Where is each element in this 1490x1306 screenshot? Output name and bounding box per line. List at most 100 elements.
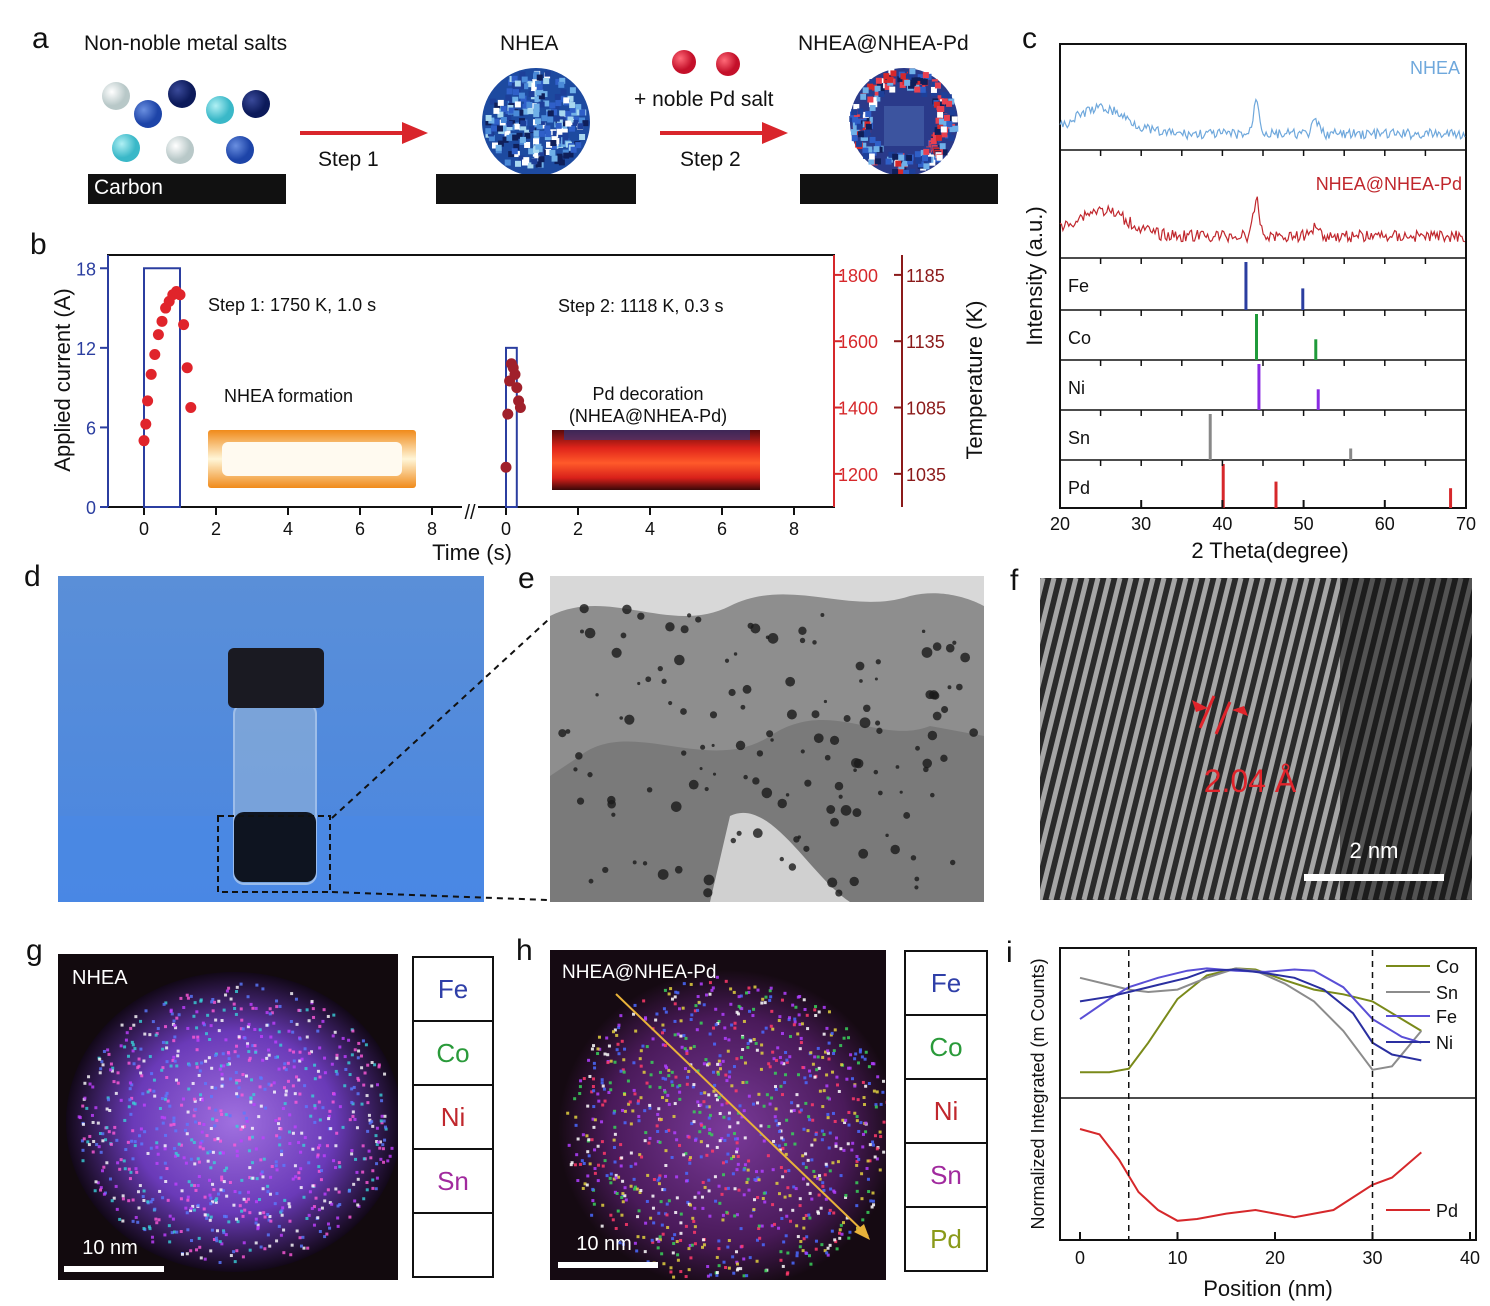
i-x-tick-label: 30 bbox=[1362, 1248, 1382, 1268]
b-ylabel-left: Applied current (A) bbox=[50, 288, 75, 471]
b-x-tick-label: 6 bbox=[717, 519, 727, 539]
b-x-tick-label: 4 bbox=[283, 519, 293, 539]
g-legend-ni: Ni bbox=[414, 1086, 492, 1150]
i-legend-label-sn: Sn bbox=[1436, 983, 1458, 1003]
panel-letter-i: i bbox=[1006, 936, 1013, 969]
pd-salt-label: + noble Pd salt bbox=[634, 88, 774, 111]
b-ylabel-right: Temperature (K) bbox=[962, 301, 987, 460]
pd-atoms bbox=[672, 50, 740, 76]
carbon-support: Carbon bbox=[88, 174, 286, 204]
h-legend-ni: Ni bbox=[906, 1080, 986, 1144]
panel-i-chart: 0 10 20 30 40 Co Sn Fe Ni Pd Position (nm) Norma… bbox=[1028, 947, 1480, 1301]
g-legend-empty bbox=[414, 1214, 492, 1276]
g-title: NHEA bbox=[72, 967, 128, 989]
c-x-tick-label: 30 bbox=[1131, 514, 1151, 534]
i-legend-label-ni: Ni bbox=[1436, 1033, 1453, 1053]
axis-break: // bbox=[464, 502, 476, 524]
panel-letter-e: e bbox=[518, 562, 535, 595]
g-legend-sn: Sn bbox=[414, 1150, 492, 1214]
c-ref-label-co: Co bbox=[1068, 328, 1091, 348]
temp-point-step1 bbox=[142, 395, 154, 407]
vial-photo bbox=[58, 576, 484, 902]
b-right-tick-label: 1800 bbox=[838, 266, 878, 286]
panel-letter-g: g bbox=[26, 934, 43, 967]
b-right-tick-label: 1600 bbox=[838, 332, 878, 352]
temp-point-step1 bbox=[152, 329, 164, 341]
b-xlabel: Time (s) bbox=[432, 540, 512, 565]
i-legend-label-co: Co bbox=[1436, 957, 1459, 977]
temp-point-step1 bbox=[185, 402, 197, 414]
temp-point-step1 bbox=[156, 315, 168, 327]
b-x-tick-label: 0 bbox=[139, 519, 149, 539]
h-element-legend: Fe Co Ni Sn Pd bbox=[904, 950, 988, 1272]
eds-map-nhea-pd: 10 nm NHEA@NHEA-Pd bbox=[550, 950, 886, 1280]
b-x-tick-label: 8 bbox=[789, 519, 799, 539]
h-legend-co: Co bbox=[906, 1016, 986, 1080]
temp-point-step2 bbox=[502, 408, 514, 420]
nhea-support bbox=[436, 174, 636, 204]
panel-letter-d: d bbox=[24, 560, 41, 593]
panel-letter-a: a bbox=[32, 22, 49, 55]
b-x-tick-label: 4 bbox=[645, 519, 655, 539]
g-element-legend: Fe Co Ni Sn bbox=[412, 956, 494, 1278]
b-right-tick-label: 1200 bbox=[838, 465, 878, 485]
temp-point-step2 bbox=[514, 402, 526, 414]
b-left-tick-label: 18 bbox=[76, 259, 96, 279]
g-scalebar bbox=[64, 1266, 164, 1272]
g-legend-co: Co bbox=[414, 1022, 492, 1086]
step2-label: Step 2 bbox=[680, 148, 741, 171]
temp-point-step1 bbox=[181, 362, 193, 374]
temp-point-step1 bbox=[174, 289, 186, 301]
temp-point-step1 bbox=[178, 319, 190, 331]
f-scalebar bbox=[1304, 874, 1444, 881]
temp-point-step1 bbox=[138, 435, 150, 447]
current-pulse bbox=[143, 267, 181, 509]
nhea-particle bbox=[482, 68, 590, 176]
current-pulse bbox=[505, 346, 518, 508]
c-x-tick-label: 20 bbox=[1050, 514, 1070, 534]
i-line-ni bbox=[1079, 968, 1422, 1062]
i-x-tick-label: 10 bbox=[1167, 1248, 1187, 1268]
salts-label: Non-noble metal salts bbox=[84, 32, 288, 55]
temp-point-step1 bbox=[145, 368, 157, 380]
f-scale-label: 2 nm bbox=[1350, 838, 1399, 863]
panel-letter-h: h bbox=[516, 934, 533, 967]
pd-decoration-label: Pd decoration bbox=[592, 384, 703, 404]
nhea-formation-label: NHEA formation bbox=[224, 386, 353, 406]
c-ylabel: Intensity (a.u.) bbox=[1022, 206, 1047, 345]
carbon-label: Carbon bbox=[94, 176, 163, 199]
step1-label: Step 1 bbox=[318, 148, 379, 171]
lattice-spacing-label: 2.04 Å bbox=[1204, 763, 1297, 799]
b-right-tick-label-outer: 1185 bbox=[906, 266, 945, 286]
i-ylabel: Normalized Integrated (m Counts) bbox=[1028, 958, 1048, 1229]
pd-decoration-sub: (NHEA@NHEA-Pd) bbox=[569, 406, 727, 426]
panel-c-chart: Fe Co Ni Sn Pd 20 30 40 50 60 70 NHEA NHEA@NHEA-P… bbox=[1022, 43, 1476, 563]
i-legend-label-pd: Pd bbox=[1436, 1201, 1458, 1221]
temp-point-step1 bbox=[140, 418, 152, 430]
zoom-box bbox=[217, 815, 331, 893]
line-scan-arrow bbox=[615, 993, 869, 1237]
panel-b-chart: // 0 6 12 18 0 0 2 2 4 4 6 6 8 8 1200 1035 1400 1085 160… bbox=[50, 254, 987, 565]
salt-balls bbox=[102, 80, 270, 164]
c-ref-label-ni: Ni bbox=[1068, 378, 1085, 398]
c-x-tick-label: 60 bbox=[1375, 514, 1395, 534]
eds-map-nhea: 10 nm NHEA bbox=[58, 954, 398, 1280]
i-x-tick-label: 40 bbox=[1460, 1248, 1480, 1268]
b-right-tick-label-outer: 1035 bbox=[906, 465, 946, 485]
zoom-lines bbox=[331, 619, 549, 901]
b-right-tick-label-outer: 1135 bbox=[906, 332, 945, 352]
c-ref-label-pd: Pd bbox=[1068, 478, 1090, 498]
c-x-tick-label: 40 bbox=[1212, 514, 1232, 534]
i-line-pd bbox=[1079, 1128, 1422, 1222]
b-left-tick-label: 12 bbox=[76, 339, 96, 359]
temp-point-step2 bbox=[509, 368, 521, 380]
step1-arrow bbox=[300, 122, 428, 144]
b-x-tick-label: 2 bbox=[211, 519, 221, 539]
h-legend-sn: Sn bbox=[906, 1144, 986, 1208]
step2-annotation: Step 2: 1118 K, 0.3 s bbox=[558, 296, 723, 316]
b-x-tick-label: 8 bbox=[427, 519, 437, 539]
c-ref-label-sn: Sn bbox=[1068, 428, 1090, 448]
c-nhea-pd-label: NHEA@NHEA-Pd bbox=[1316, 174, 1462, 194]
b-left-tick-label: 0 bbox=[86, 498, 96, 518]
h-scale-label: 10 nm bbox=[576, 1233, 632, 1255]
